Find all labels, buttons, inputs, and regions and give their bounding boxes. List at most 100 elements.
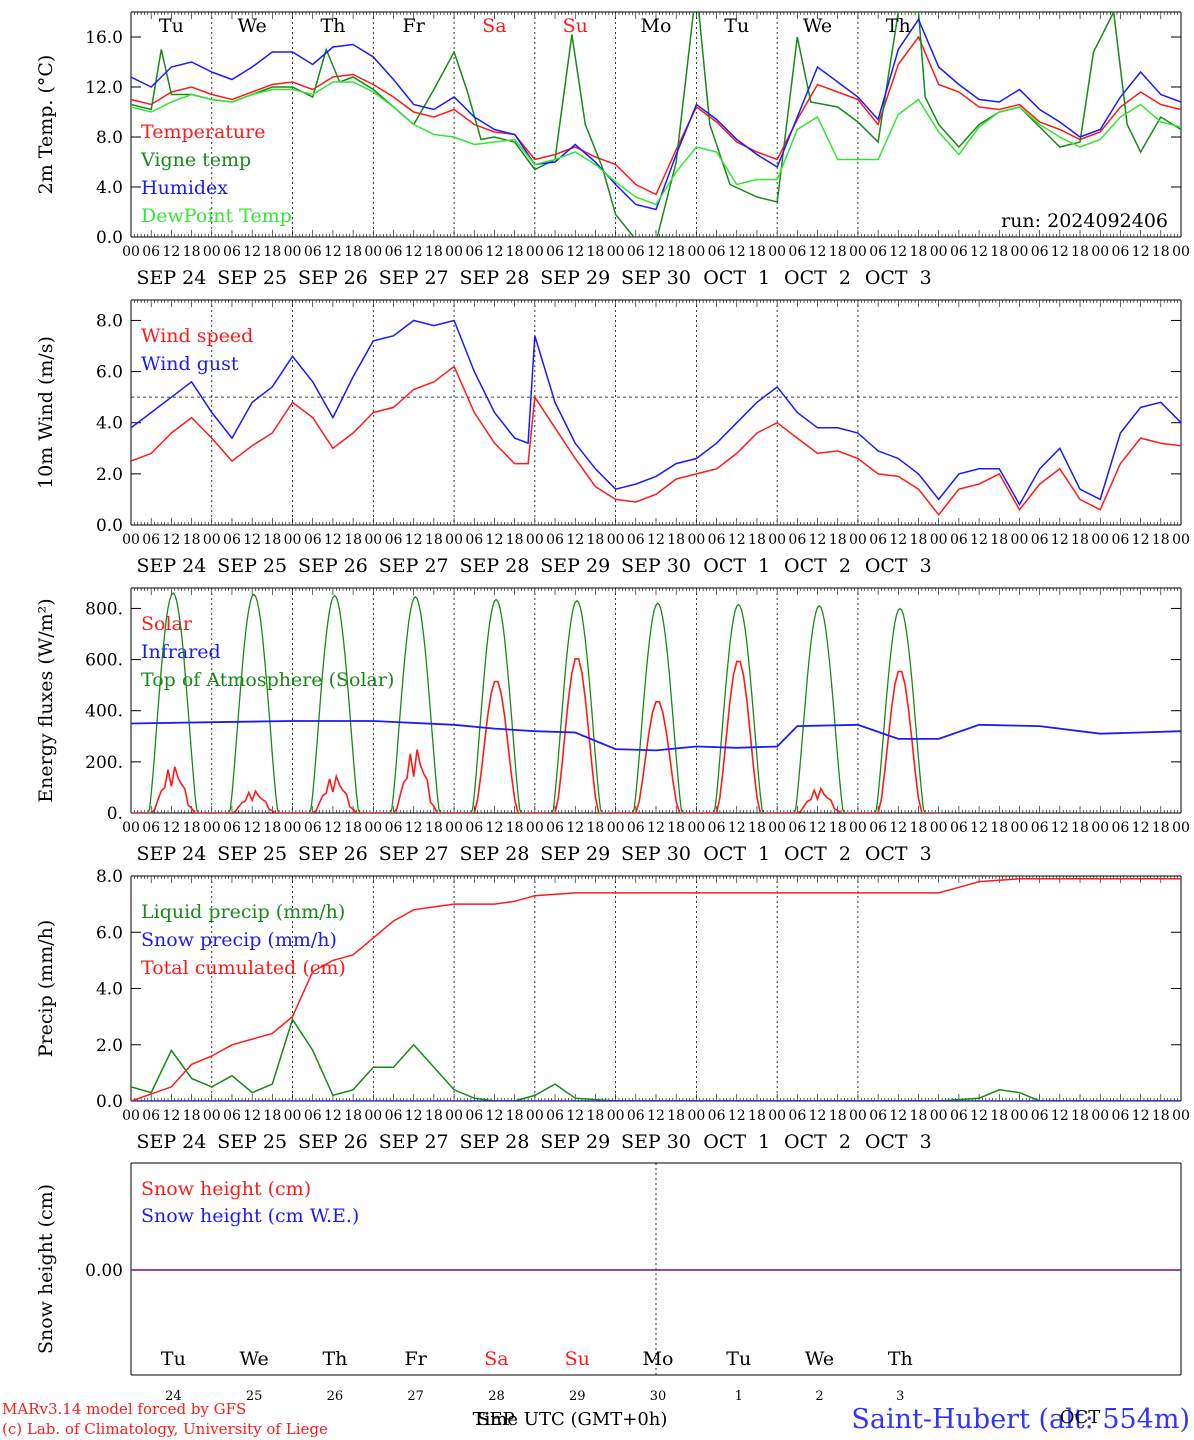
toa-solar-line: [777, 605, 858, 813]
hour-tick-label: 12: [809, 820, 827, 836]
date-label: SEP 25: [217, 1131, 287, 1153]
hour-tick-label: 18: [829, 820, 847, 836]
hour-tick-label: 06: [465, 820, 483, 836]
hour-tick-label: 00: [445, 532, 463, 548]
hour-tick-label: 00: [607, 244, 625, 260]
hour-tick-label: 06: [950, 1108, 968, 1124]
hour-tick-label: 06: [788, 1108, 806, 1124]
hour-tick-label: 06: [465, 1108, 483, 1124]
hour-tick-label: 18: [667, 244, 685, 260]
hour-tick-label: 06: [627, 532, 645, 548]
hour-tick-label: 18: [425, 532, 443, 548]
hour-tick-label: 06: [385, 1108, 403, 1124]
hour-tick-label: 18: [506, 820, 524, 836]
hour-tick-label: 18: [829, 532, 847, 548]
xaxis-title: Time UTC (GMT+0h): [473, 1409, 668, 1430]
plot-area: [131, 878, 1181, 1101]
hour-tick-label: 12: [243, 244, 261, 260]
toa-solar-line: [211, 593, 293, 813]
hour-tick-label: 00: [687, 244, 705, 260]
y-axis-label: 2m Temp. (°C): [35, 55, 57, 195]
y-axis-label: Energy fluxes (W/m²): [35, 598, 57, 802]
hour-tick-label: 18: [1071, 1108, 1089, 1124]
date-label: OCT 3: [865, 843, 932, 865]
date-label: OCT 3: [865, 555, 932, 577]
plot-area: [131, 12, 1181, 237]
y-tick-label: 0.00: [85, 1261, 123, 1281]
y-axis-label: Snow height (cm): [35, 1184, 57, 1354]
y-tick-label: 4.0: [96, 178, 123, 198]
date-label: SEP 26: [298, 843, 368, 865]
day-number-label: 27: [407, 1389, 424, 1404]
hour-tick-label: 00: [122, 1108, 140, 1124]
hour-tick-label: 12: [1132, 244, 1150, 260]
hour-tick-label: 06: [950, 820, 968, 836]
hour-tick-label: 00: [203, 532, 221, 548]
hour-tick-label: 00: [1091, 244, 1109, 260]
solar-line: [373, 749, 455, 813]
hour-tick-label: 18: [990, 244, 1008, 260]
date-label: SEP 28: [460, 555, 530, 577]
hour-tick-label: 06: [788, 820, 806, 836]
hour-tick-label: 00: [364, 820, 382, 836]
date-label: SEP 28: [460, 267, 530, 289]
y-tick-label: 0.0: [96, 516, 123, 536]
date-label: SEP 29: [540, 555, 610, 577]
hour-tick-label: 18: [910, 244, 928, 260]
hour-tick-label: 12: [809, 532, 827, 548]
hour-tick-label: 06: [708, 532, 726, 548]
y-tick-label: 200.: [85, 753, 123, 773]
hour-tick-label: 12: [647, 820, 665, 836]
hour-tick-label: 12: [647, 1108, 665, 1124]
hour-tick-label: 06: [304, 1108, 322, 1124]
hour-tick-label: 06: [465, 532, 483, 548]
hour-tick-label: 12: [809, 244, 827, 260]
hour-tick-label: 12: [889, 244, 907, 260]
hour-tick-label: 06: [1112, 1108, 1130, 1124]
y-tick-label: 16.0: [85, 28, 123, 48]
date-label: SEP 27: [379, 1131, 449, 1153]
hour-tick-label: 12: [566, 1108, 584, 1124]
toa-solar-line: [131, 592, 212, 813]
month-overlap-sep: SEP: [477, 1409, 515, 1430]
hour-tick-label: 06: [1031, 244, 1049, 260]
weekday-label: Sa: [482, 15, 506, 37]
footer-model: MARv3.14 model forced by GFS: [2, 1400, 246, 1418]
hour-tick-label: 18: [1071, 820, 1089, 836]
hour-tick-label: 12: [1132, 1108, 1150, 1124]
hour-tick-label: 12: [486, 532, 504, 548]
weekday-label: Th: [320, 15, 345, 37]
hour-tick-label: 18: [344, 820, 362, 836]
y-tick-label: 0.0: [96, 228, 123, 248]
hour-tick-label: 00: [122, 820, 140, 836]
hour-tick-label: 12: [970, 820, 988, 836]
date-label: OCT 1: [703, 267, 770, 289]
hour-tick-label: 06: [223, 820, 241, 836]
y-tick-label: 4.0: [96, 414, 123, 434]
weekday-label: Th: [888, 1348, 913, 1370]
hour-tick-label: 18: [425, 1108, 443, 1124]
series-line: [131, 1017, 1181, 1101]
hour-tick-label: 00: [930, 532, 948, 548]
legend-item: Humidex: [141, 177, 228, 199]
hour-tick-label: 18: [425, 244, 443, 260]
hour-tick-label: 12: [728, 244, 746, 260]
hour-tick-label: 18: [910, 532, 928, 548]
station-label: Saint-Hubert (alt: 554m): [851, 1404, 1190, 1435]
solar-line: [211, 789, 293, 813]
weekday-label: Su: [565, 1348, 590, 1370]
date-label: SEP 27: [379, 843, 449, 865]
hour-tick-label: 00: [203, 820, 221, 836]
toa-solar-line: [534, 599, 616, 813]
hour-tick-label: 06: [869, 244, 887, 260]
hour-tick-label: 18: [910, 820, 928, 836]
hour-tick-label: 18: [587, 244, 605, 260]
series-line: [131, 35, 1181, 196]
hour-tick-label: 12: [486, 244, 504, 260]
hour-tick-label: 06: [1031, 532, 1049, 548]
date-label: SEP 27: [379, 267, 449, 289]
hour-tick-label: 18: [667, 1108, 685, 1124]
hour-tick-label: 00: [203, 1108, 221, 1124]
hour-tick-label: 12: [162, 244, 180, 260]
solar-line: [777, 786, 858, 813]
